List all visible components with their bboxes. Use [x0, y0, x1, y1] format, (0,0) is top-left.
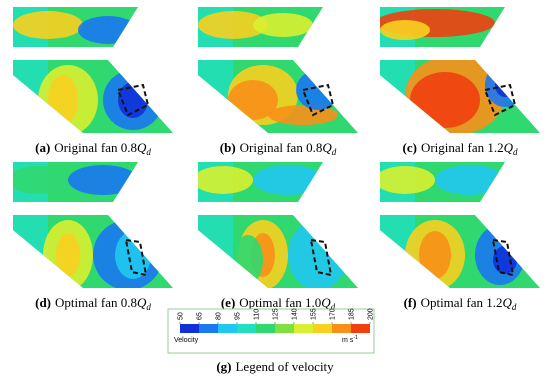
caption-symbol: Q — [504, 140, 514, 155]
legend-title: Velocity — [174, 337, 199, 344]
legend-tick-label: 155 — [311, 308, 318, 320]
legend-tick-label: 170 — [330, 308, 337, 320]
contour-region — [48, 75, 78, 125]
contour-region — [288, 220, 348, 288]
caption-text: Original fan 0.8 — [54, 140, 137, 155]
panel-caption: (a) Original fan 0.8Qd — [35, 140, 151, 157]
caption-symbol: Q — [321, 295, 331, 310]
panel-caption: (c) Original fan 1.2Qd — [403, 140, 519, 157]
contour-panel — [380, 7, 540, 133]
caption-subscript: d — [512, 302, 517, 312]
legend-tick-label: 125 — [273, 308, 280, 320]
contour-panel — [380, 162, 540, 288]
contour-region — [68, 165, 138, 195]
contour-region — [233, 235, 263, 285]
caption-symbol: Q — [137, 295, 147, 310]
contour-region — [198, 166, 253, 194]
caption-text: Original fan 1.2 — [421, 140, 504, 155]
contour-region — [78, 16, 138, 44]
contour-field — [380, 7, 540, 133]
legend-tick-label: 185 — [349, 308, 356, 320]
contour-region — [296, 70, 340, 110]
legend-swatch — [313, 324, 332, 333]
caption-subscript: d — [146, 302, 151, 312]
contour-region — [419, 231, 451, 279]
caption-subscript: d — [513, 147, 518, 157]
contour-field — [380, 162, 540, 288]
legend-swatch — [218, 324, 237, 333]
contour-field — [198, 162, 358, 288]
legend-unit-text: m s — [342, 337, 354, 344]
caption-symbol: Q — [322, 140, 332, 155]
caption-subscript: d — [332, 147, 337, 157]
caption-label: (b) — [220, 140, 236, 155]
contour-region — [268, 105, 338, 125]
dashed-region — [309, 238, 333, 277]
legend-swatch — [256, 324, 275, 333]
legend-tick-label: 80 — [216, 312, 223, 320]
contour-region — [380, 166, 435, 194]
legend-tick-label: 65 — [197, 312, 204, 320]
contour-region — [410, 72, 480, 128]
panel-caption: (e) Optimal fan 1.0Qd — [221, 295, 336, 312]
caption-text: Optimal fan 1.0 — [239, 295, 321, 310]
contour-field — [13, 162, 173, 288]
contour-panel — [13, 7, 173, 133]
legend-swatch — [351, 324, 370, 333]
contour-region — [198, 11, 268, 39]
contour-panel — [13, 162, 173, 288]
dashed-region — [491, 238, 515, 277]
contour-region — [253, 13, 313, 37]
contour-region — [435, 165, 505, 195]
legend-swatch — [180, 324, 199, 333]
legend-swatch — [199, 324, 218, 333]
panel-caption: (f) Optimal fan 1.2Qd — [404, 295, 517, 312]
legend-swatch — [275, 324, 294, 333]
caption-label: (f) — [404, 295, 417, 310]
contour-region — [380, 20, 430, 40]
legend-unit: m s-1 — [342, 335, 358, 344]
caption-label: (e) — [221, 295, 235, 310]
legend-swatch — [294, 324, 313, 333]
legend-tick-label: 95 — [235, 312, 242, 320]
caption-label: (a) — [35, 140, 50, 155]
contour-field — [198, 7, 358, 133]
caption-label: (g) — [216, 359, 231, 374]
caption-text: Optimal fan 0.8 — [55, 295, 137, 310]
contour-region — [228, 80, 278, 120]
legend-tick-label: 140 — [292, 308, 299, 320]
legend-tick-label: 110 — [254, 309, 261, 320]
panel-caption: (b) Original fan 0.8Qd — [220, 140, 337, 157]
dashed-region — [483, 83, 517, 117]
dashed-region — [124, 238, 148, 277]
contour-panel — [198, 7, 358, 133]
legend-unit-exponent: -1 — [353, 335, 358, 341]
legend-tick-label: 200 — [368, 308, 375, 320]
dashed-region — [116, 83, 150, 117]
contour-field — [13, 7, 173, 133]
caption-text: Optimal fan 1.2 — [421, 295, 503, 310]
contour-region — [253, 165, 323, 195]
caption-text: Legend of velocity — [235, 359, 334, 374]
caption-subscript: d — [331, 302, 336, 312]
caption-symbol: Q — [503, 295, 513, 310]
legend-caption: (g) Legend of velocity — [216, 359, 334, 374]
contour-region — [13, 11, 83, 39]
caption-subscript: d — [146, 147, 151, 157]
caption-text: Original fan 0.8 — [240, 140, 323, 155]
dashed-region — [301, 83, 335, 117]
contour-region — [13, 166, 68, 194]
legend-tick-label: 50 — [178, 312, 185, 320]
contour-region — [56, 233, 80, 277]
caption-symbol: Q — [137, 140, 147, 155]
legend-swatch — [237, 324, 256, 333]
caption-label: (c) — [403, 140, 417, 155]
panel-caption: (d) Optimal fan 0.8Qd — [35, 295, 151, 312]
caption-label: (d) — [35, 295, 51, 310]
contour-panel — [198, 162, 358, 288]
legend-swatch — [332, 324, 351, 333]
